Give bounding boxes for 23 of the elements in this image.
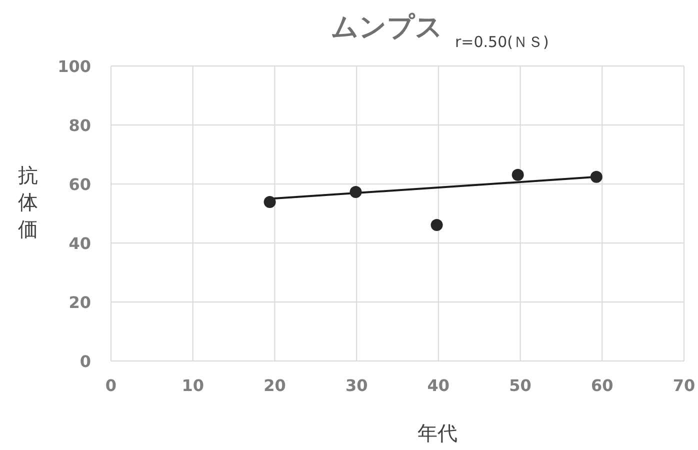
chart-subtitle: r=0.50(ＮＳ) (455, 33, 549, 51)
y-axis-title: 抗体価 (18, 163, 38, 241)
chart-title: ムンプス (331, 12, 443, 43)
x-tick-label: 30 (345, 376, 368, 395)
y-tick-label: 60 (68, 175, 91, 194)
y-tick-label: 80 (68, 116, 91, 135)
x-tick-label: 60 (591, 376, 614, 395)
x-tick-label: 0 (105, 376, 117, 395)
y-tick-label: 40 (68, 234, 91, 253)
point (590, 170, 602, 183)
x-tick-label: 20 (264, 376, 286, 395)
point (512, 168, 524, 181)
point (350, 186, 362, 198)
y-tick-label: 0 (80, 352, 91, 371)
x-tick-label: 70 (672, 376, 696, 395)
x-tick-label: 40 (427, 376, 450, 395)
x-tick-label: 50 (509, 376, 532, 395)
x-axis-title: 年代 (418, 421, 458, 445)
y-tick-label: 100 (58, 57, 91, 76)
x-tick-label: 10 (182, 376, 204, 395)
y-tick-label: 20 (68, 293, 91, 312)
point (430, 219, 443, 232)
point (264, 196, 276, 208)
